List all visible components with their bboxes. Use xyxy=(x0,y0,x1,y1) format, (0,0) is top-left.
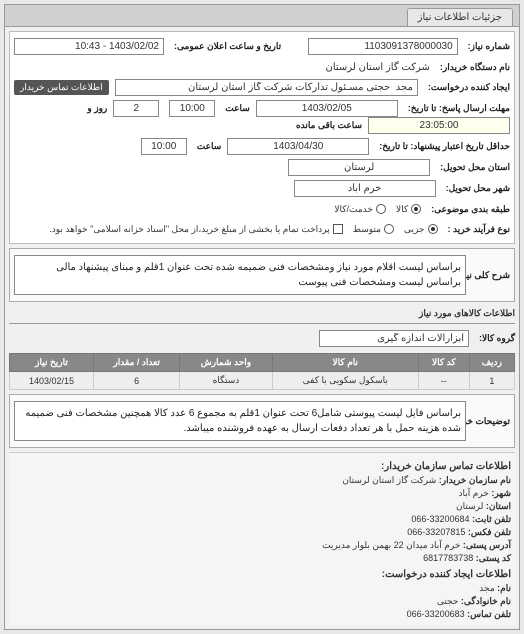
col-unit: واحد شمارش xyxy=(180,354,272,372)
cell-unit: دستگاه xyxy=(180,372,272,390)
province-label: استان محل تحویل: xyxy=(436,162,510,173)
buyer-note-text: براساس فایل لیست پیوستی شامل6 تحت عنوان … xyxy=(14,401,466,441)
validity-time xyxy=(141,138,187,155)
overview-section: شرح کلی نیاز: براساس لیست اقلام مورد نیا… xyxy=(9,248,515,302)
cell-qty: 6 xyxy=(94,372,180,390)
buyer-note-label: توضیحات خریدار: xyxy=(466,416,510,427)
col-code: کد کالا xyxy=(418,354,469,372)
goods-table: ردیف کد کالا نام کالا واحد شمارش تعداد /… xyxy=(9,353,515,390)
goods-table-header: ردیف کد کالا نام کالا واحد شمارش تعداد /… xyxy=(10,354,515,372)
c-phone-value: 33200684-066 xyxy=(411,514,469,524)
cat-service-label: خدمت/کالا xyxy=(334,204,373,215)
creator-contact-title: اطلاعات ایجاد کننده درخواست: xyxy=(13,569,511,580)
validity-date xyxy=(227,138,369,155)
col-name: نام کالا xyxy=(272,354,418,372)
treasury-checkbox[interactable]: پرداخت تمام یا بخشی از مبلغ خرید،از محل … xyxy=(49,224,342,235)
checkbox-icon xyxy=(333,224,343,234)
remain-label: ساعت باقی مانده xyxy=(292,120,362,131)
c-firstname-label: نام: xyxy=(497,583,511,593)
deadline-time xyxy=(169,100,215,117)
org-contact-title: اطلاعات تماس سازمان خریدار: xyxy=(13,461,511,472)
c-province-value: لرستان xyxy=(456,501,483,511)
cell-row: 1 xyxy=(469,372,514,390)
requester-field xyxy=(115,79,418,96)
c-lastname-label: نام خانوادگی: xyxy=(461,596,511,606)
radio-icon xyxy=(384,224,394,234)
cat-service-radio[interactable]: خدمت/کالا xyxy=(334,204,386,215)
org-name-label: نام سازمان خریدار: xyxy=(439,475,511,485)
c-fax-value: 33207815-066 xyxy=(407,527,465,537)
reqno-field xyxy=(308,38,458,55)
c-postal-value: 6817783738 xyxy=(423,553,473,563)
org-name-value: شرکت گاز استان لرستان xyxy=(342,475,436,485)
tab-bar: جزئیات اطلاعات نیاز xyxy=(5,5,519,27)
cell-code: -- xyxy=(418,372,469,390)
bt-medium-radio[interactable]: متوسط xyxy=(353,224,394,235)
buytype-group: جزیی متوسط xyxy=(353,224,438,235)
days-and-label: روز و xyxy=(83,103,107,114)
category-label: طبقه بندی موضوعی: xyxy=(427,204,510,215)
c-address-label: آدرس پستی: xyxy=(463,540,511,550)
c-postal-label: کد پستی: xyxy=(476,553,511,563)
bt-minor-radio[interactable]: جزیی xyxy=(404,224,438,235)
days-remain xyxy=(113,100,159,117)
radio-icon xyxy=(411,204,421,214)
province-field xyxy=(288,159,430,176)
time-label-1: ساعت xyxy=(221,103,250,114)
col-date: تاریخ نیاز xyxy=(10,354,94,372)
requester-label: ایجاد کننده درخواست: xyxy=(424,82,510,93)
c-firstname-value: مجد xyxy=(479,583,494,593)
c-city-label: شهر: xyxy=(491,488,511,498)
buyer-org-value: شرکت گاز استان لرستان xyxy=(326,62,430,73)
cat-goods-label: کالا xyxy=(396,204,408,215)
buyer-org-label: نام دستگاه خریدار: xyxy=(436,62,510,73)
treasury-label: پرداخت تمام یا بخشی از مبلغ خرید،از محل … xyxy=(49,224,329,235)
overview-text: براساس لیست اقلام مورد نیاز ومشخصات فنی … xyxy=(14,255,466,295)
c-phone-label: تلفن ثابت: xyxy=(472,514,511,524)
buyer-note-section: توضیحات خریدار: براساس فایل لیست پیوستی … xyxy=(9,394,515,448)
contact-section: اطلاعات تماس سازمان خریدار: نام سازمان خ… xyxy=(9,452,515,625)
tab-details[interactable]: جزئیات اطلاعات نیاز xyxy=(407,8,513,26)
remain-time xyxy=(368,117,510,134)
cell-name: باسکول سکویی با کفی xyxy=(272,372,418,390)
radio-icon xyxy=(376,204,386,214)
c-fax-label: تلفن فکس: xyxy=(468,527,511,537)
city-field xyxy=(294,180,436,197)
bt-minor-label: جزیی xyxy=(404,224,425,235)
header-panel: شماره نیاز: تاریخ و ساعت اعلان عمومی: نا… xyxy=(9,31,515,244)
city-label: شهر محل تحویل: xyxy=(442,183,510,194)
goods-section-header: اطلاعات کالاهای مورد نیاز xyxy=(9,306,515,324)
annc-label: تاریخ و ساعت اعلان عمومی: xyxy=(170,41,281,52)
c-creatorphone-label: تلفن تماس: xyxy=(467,609,511,619)
radio-icon xyxy=(428,224,438,234)
validity-label: حداقل تاریخ اعتبار پیشنهاد: تا تاریخ: xyxy=(375,141,510,152)
category-group: کالا خدمت/کالا xyxy=(334,204,421,215)
reqno-label: شماره نیاز: xyxy=(464,41,510,52)
goods-section-title: اطلاعات کالاهای مورد نیاز xyxy=(419,308,515,319)
c-city-value: خرم آباد xyxy=(458,488,488,498)
buytype-label: نوع فرآیند خرید : xyxy=(444,224,511,235)
c-creatorphone-value: 33200683-066 xyxy=(407,609,465,619)
c-lastname-value: حجتی xyxy=(437,596,459,606)
annc-field xyxy=(14,38,164,55)
c-province-label: استان: xyxy=(486,501,511,511)
cat-goods-radio[interactable]: کالا xyxy=(396,204,421,215)
cell-date: 1403/02/15 xyxy=(10,372,94,390)
deadline-label: مهلت ارسال پاسخ: تا تاریخ: xyxy=(404,103,510,114)
deadline-date xyxy=(256,100,398,117)
col-row: ردیف xyxy=(469,354,514,372)
buyer-contact-button[interactable]: اطلاعات تماس خریدار xyxy=(14,80,109,95)
bt-medium-label: متوسط xyxy=(353,224,381,235)
main-container: جزئیات اطلاعات نیاز شماره نیاز: تاریخ و … xyxy=(4,4,520,630)
table-row[interactable]: 1 -- باسکول سکویی با کفی دستگاه 6 1403/0… xyxy=(10,372,515,390)
c-address-value: خرم آباد میدان 22 بهمن بلوار مدیریت xyxy=(322,540,460,550)
goods-group-label: گروه کالا: xyxy=(475,333,515,344)
time-label-2: ساعت xyxy=(193,141,222,152)
col-qty: تعداد / مقدار xyxy=(94,354,180,372)
overview-label: شرح کلی نیاز: xyxy=(466,270,510,281)
goods-group-field xyxy=(319,330,469,347)
